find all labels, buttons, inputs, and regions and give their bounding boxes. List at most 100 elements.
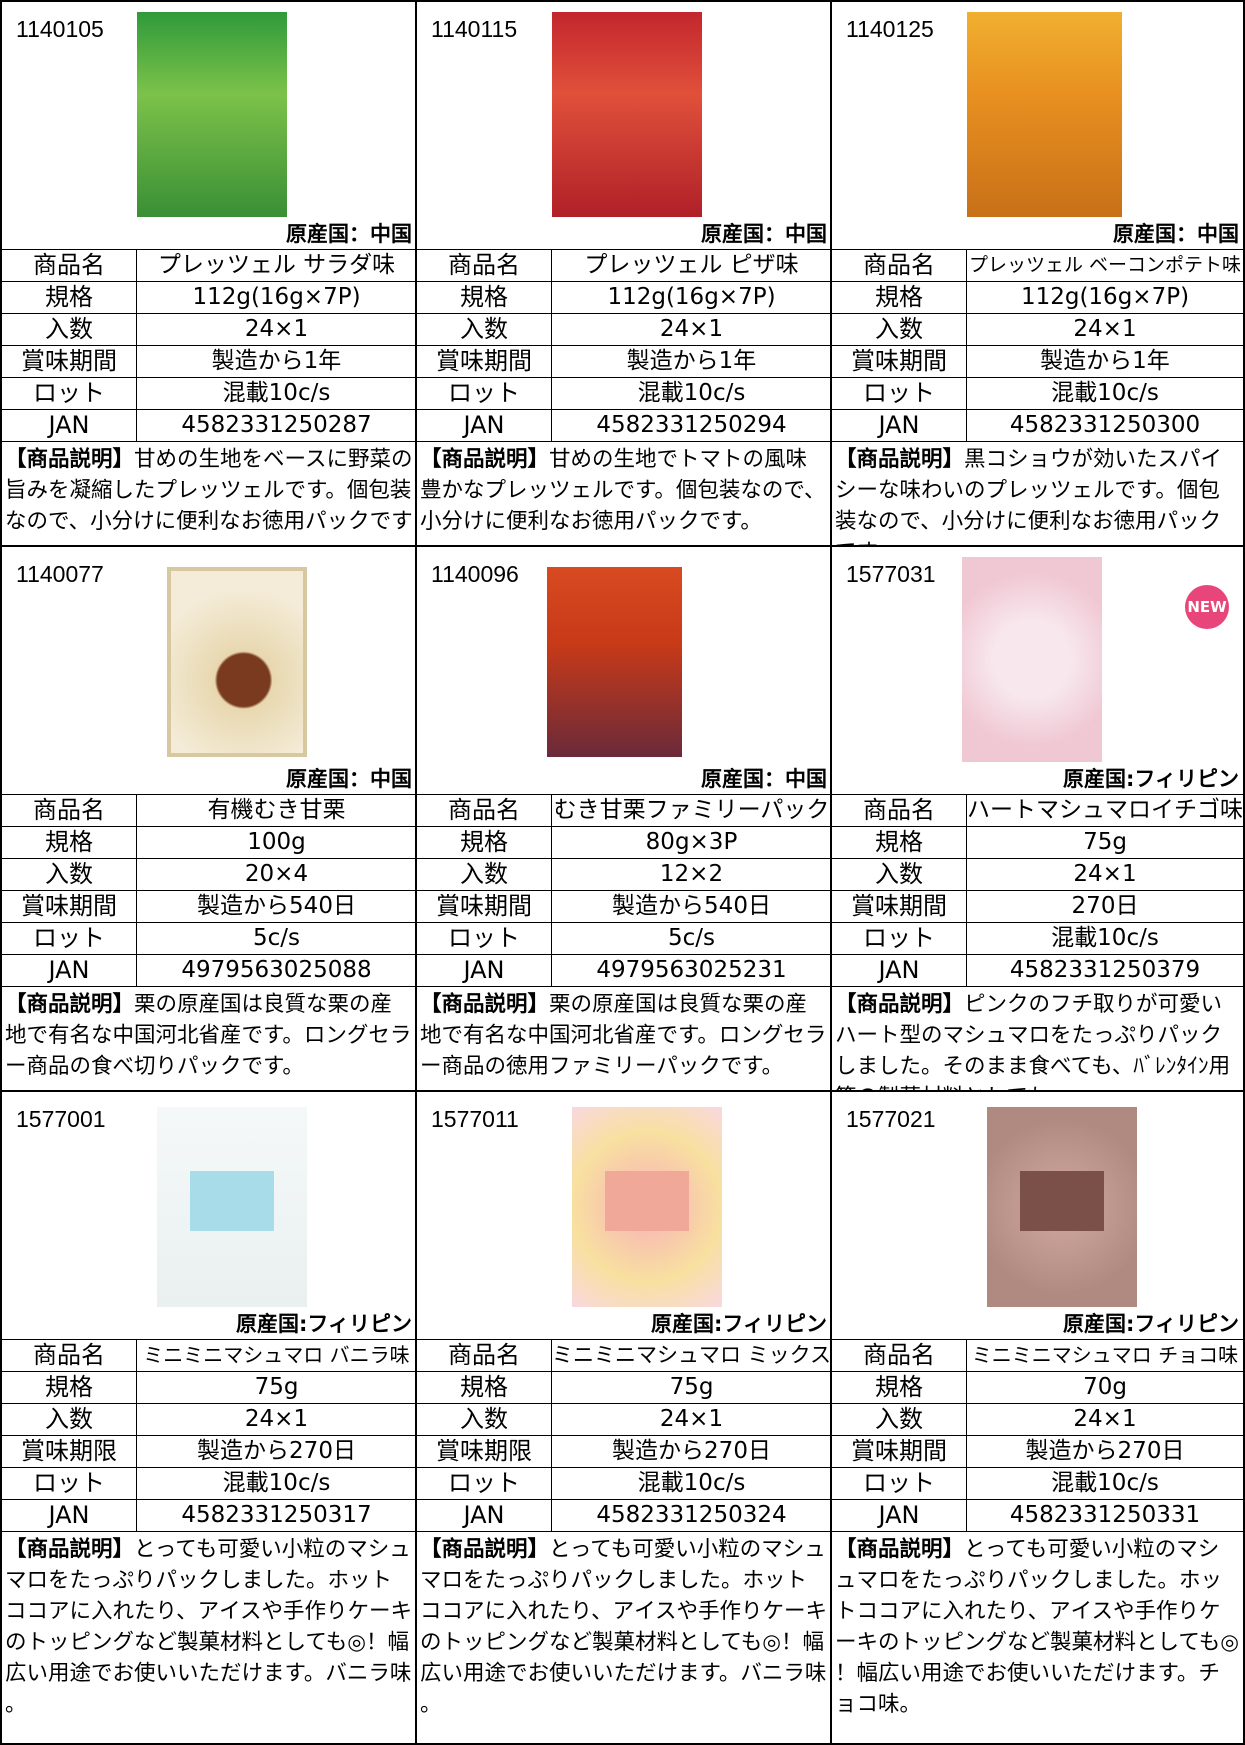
- spec-label: 入数: [2, 314, 137, 345]
- spec-label: JAN: [2, 955, 137, 986]
- spec-row: 商品名 プレッツェル ピザ味: [417, 249, 831, 281]
- spec-row: 入数 12×2: [417, 858, 831, 890]
- description: 【商品説明】黒コショウが効いたスパイシーな味わいのプレッツェルです。個包装なので…: [832, 441, 1243, 545]
- spec-row: 商品名 ミニミニマシュマロ チョコ味: [832, 1339, 1243, 1371]
- product-image: [157, 1107, 307, 1307]
- spec-row: JAN 4582331250287: [2, 409, 416, 441]
- spec-row: ロット 混載10c/s: [2, 377, 416, 409]
- product-code: 1577001: [16, 1106, 106, 1132]
- spec-row: 賞味期限 製造から270日: [417, 1435, 831, 1467]
- spec-value: 4582331250317: [181, 1502, 372, 1528]
- spec-label: 賞味期間: [832, 1436, 967, 1467]
- spec-label: JAN: [832, 955, 967, 986]
- spec-row: 入数 24×1: [2, 313, 416, 345]
- spec-value: 112g(16g×7P): [1020, 284, 1190, 310]
- spec-label: JAN: [2, 1500, 137, 1531]
- product-cell: 1577011 原産国:フィリピン 商品名 ミニミニマシュマロ ミックス 規格 75g 入数…: [415, 1090, 831, 1745]
- description-text: 甘めの生地をベースに野菜の旨みを凝縮したプレッツェルです。個包装なので、小分けに…: [5, 447, 413, 545]
- spec-value: 4582331250324: [596, 1502, 787, 1528]
- product-cell: 1140115 原産国：中国 商品名 プレッツェル ピザ味 規格 112g(16g×7P)…: [415, 0, 831, 545]
- spec-value: 4582331250287: [181, 412, 372, 438]
- spec-label: JAN: [832, 1500, 967, 1531]
- description-text: ピンクのフチ取りが可愛いハート型のマシュマロをたっぷりパックしました。そのまま食…: [835, 992, 1231, 1090]
- spec-value: 製造から270日: [197, 1438, 356, 1464]
- spec-row: 規格 70g: [832, 1371, 1243, 1403]
- description-label: 【商品説明】: [420, 1537, 550, 1562]
- description-label: 【商品説明】: [420, 992, 550, 1017]
- description: 【商品説明】栗の原産国は良質な栗の産地で有名な中国河北省産です。ロングセラー商品…: [2, 986, 416, 1090]
- spec-label: JAN: [417, 1500, 552, 1531]
- spec-row: 賞味期限 製造から270日: [2, 1435, 416, 1467]
- description-text: とっても可愛い小粒のマシュマロをたっぷりパックしました。ホットココアに入れたり、…: [420, 1537, 827, 1717]
- description-label: 【商品説明】: [5, 1537, 135, 1562]
- description: 【商品説明】とっても可愛い小粒のマシュマロをたっぷりパックしました。ホットココア…: [2, 1531, 416, 1743]
- product-cell: 1140105 原産国：中国 商品名 プレッツェル サラダ味 規格 112g(16g×7P…: [0, 0, 416, 545]
- spec-label: 規格: [832, 282, 967, 313]
- new-badge: NEW: [1185, 585, 1229, 629]
- spec-label: 規格: [2, 282, 137, 313]
- spec-label: ロット: [417, 1468, 552, 1499]
- spec-value: 100g: [247, 829, 306, 855]
- spec-value: 4979563025231: [596, 957, 787, 983]
- spec-row: 商品名 プレッツェル サラダ味: [2, 249, 416, 281]
- spec-value: 75g: [669, 1374, 714, 1400]
- spec-label: 規格: [832, 1372, 967, 1403]
- description-label: 【商品説明】: [420, 447, 550, 472]
- description: 【商品説明】とっても可愛い小粒のマシュマロをたっぷりパックしました。ホットココア…: [832, 1531, 1243, 1743]
- spec-label: ロット: [832, 1468, 967, 1499]
- spec-value: 80g×3P: [645, 829, 738, 855]
- spec-row: ロット 5c/s: [417, 922, 831, 954]
- spec-value: 製造から1年: [626, 348, 757, 374]
- product-cell: 1140125 原産国：中国 商品名 プレッツェル ベーコンポテト味 規格 112g(16…: [830, 0, 1245, 545]
- spec-label: 入数: [832, 314, 967, 345]
- spec-value: プレッツェル ベーコンポテト味: [968, 254, 1242, 276]
- spec-label: 商品名: [2, 795, 137, 826]
- spec-label: 入数: [832, 1404, 967, 1435]
- spec-label: 賞味期間: [832, 346, 967, 377]
- spec-row: JAN 4979563025231: [417, 954, 831, 986]
- spec-value: 112g(16g×7P): [192, 284, 361, 310]
- spec-value: 混載10c/s: [1051, 380, 1159, 406]
- spec-value: 混載10c/s: [637, 380, 746, 406]
- spec-value: 混載10c/s: [222, 380, 331, 406]
- spec-row: ロット 混載10c/s: [832, 377, 1243, 409]
- spec-value: 混載10c/s: [222, 1470, 331, 1496]
- spec-label: 入数: [417, 1404, 552, 1435]
- spec-value: 混載10c/s: [1051, 1470, 1159, 1496]
- spec-value: 5c/s: [667, 925, 715, 951]
- spec-label: 商品名: [417, 795, 552, 826]
- spec-row: 入数 24×1: [417, 313, 831, 345]
- spec-label: 入数: [832, 859, 967, 890]
- spec-row: 規格 75g: [832, 826, 1243, 858]
- spec-value: 20×4: [244, 861, 309, 887]
- spec-row: 入数 20×4: [2, 858, 416, 890]
- product-code: 1140125: [846, 16, 934, 42]
- spec-row: 賞味期間 製造から1年: [2, 345, 416, 377]
- spec-row: JAN 4582331250300: [832, 409, 1243, 441]
- spec-label: JAN: [417, 410, 552, 441]
- spec-row: 規格 75g: [417, 1371, 831, 1403]
- spec-value: 24×1: [1073, 316, 1137, 342]
- spec-value: 112g(16g×7P): [607, 284, 776, 310]
- spec-label: 商品名: [832, 795, 967, 826]
- spec-label: 入数: [2, 859, 137, 890]
- spec-value: 24×1: [659, 316, 724, 342]
- product-cell: 1577021 原産国:フィリピン 商品名 ミニミニマシュマロ チョコ味 規格 70g 入数…: [830, 1090, 1245, 1745]
- description: 【商品説明】甘めの生地でトマトの風味豊かなプレッツェルです。個包装なので、小分け…: [417, 441, 831, 545]
- origin: 原産国：中国: [701, 767, 827, 791]
- spec-value: 4582331250294: [596, 412, 787, 438]
- spec-row: JAN 4582331250294: [417, 409, 831, 441]
- spec-label: 入数: [2, 1404, 137, 1435]
- description-text: 黒コショウが効いたスパイシーな味わいのプレッツェルです。個包装なので、小分けに便…: [835, 447, 1223, 545]
- spec-row: 賞味期間 製造から540日: [2, 890, 416, 922]
- spec-value: ミニミニマシュマロ ミックス: [552, 1343, 831, 1367]
- spec-label: 賞味期限: [2, 1436, 137, 1467]
- origin: 原産国：中国: [286, 222, 412, 246]
- description-label: 【商品説明】: [5, 447, 135, 472]
- spec-value: 24×1: [1073, 1406, 1137, 1432]
- description: 【商品説明】ピンクのフチ取りが可愛いハート型のマシュマロをたっぷりパックしました…: [832, 986, 1243, 1090]
- spec-value: 製造から540日: [612, 893, 771, 919]
- spec-label: 規格: [2, 827, 137, 858]
- product-code: 1140115: [431, 16, 518, 42]
